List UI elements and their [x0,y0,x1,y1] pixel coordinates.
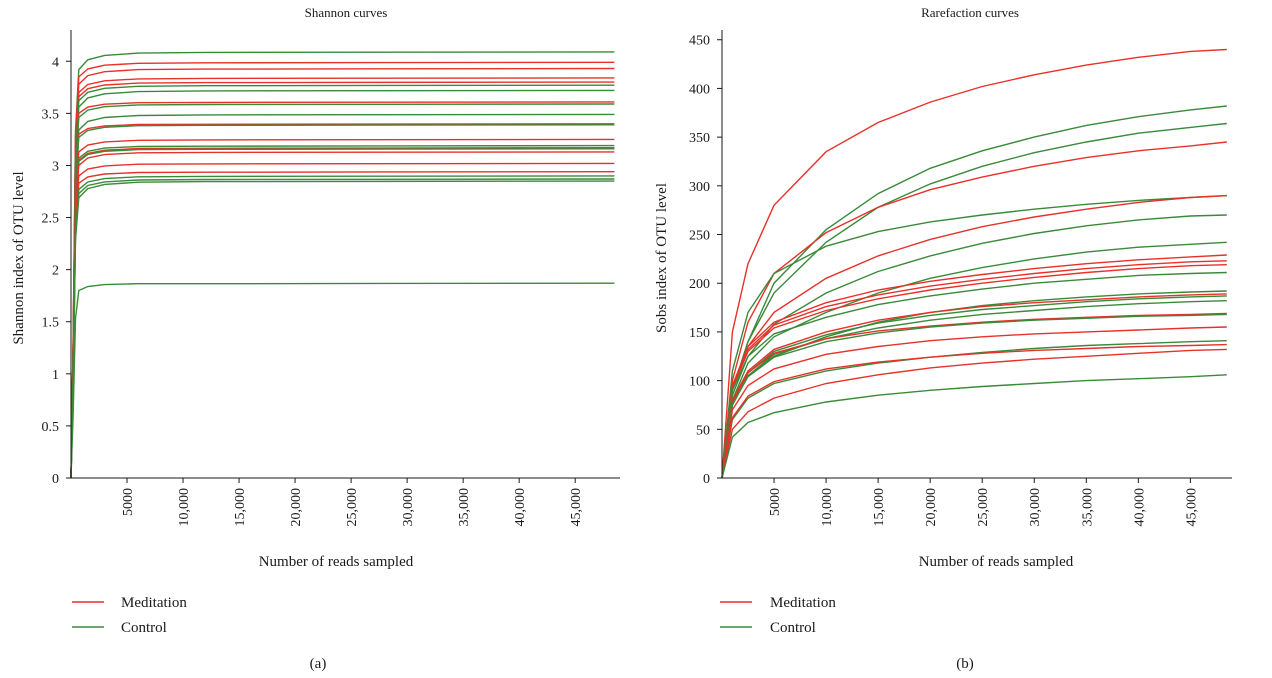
series-line-control [70,144,615,479]
y-tick-label: 3.5 [42,107,60,122]
y-tick-label: 300 [689,180,710,195]
series-line-meditation [70,162,615,479]
x-tick-label: 40,000 [513,488,528,527]
y-tick-label: 0.5 [42,420,60,435]
panel-label: (b) [956,656,974,672]
y-tick-label: 450 [689,34,710,49]
series-line-meditation [721,141,1227,479]
series-line-meditation [70,138,615,479]
x-tick-label: 40,000 [1132,488,1147,527]
series-line-control [70,175,615,479]
x-tick-label: 15,000 [233,488,248,527]
legend-label-meditation: Meditation [121,595,187,611]
y-axis-title: Sobs index of OTU level [654,183,670,333]
series-line-control [70,180,615,479]
series-line-control [721,271,1227,479]
y-tick-label: 1.5 [42,316,60,331]
y-tick-label: 350 [689,131,710,146]
y-tick-label: 1 [52,368,59,383]
series-line-control [721,290,1227,479]
y-tick-label: 2.5 [42,212,60,227]
x-tick-label: 20,000 [924,488,939,527]
y-tick-label: 150 [689,326,710,341]
y-tick-label: 2 [52,264,59,279]
series-line-meditation [70,151,615,479]
series-line-meditation [721,343,1227,479]
series-line-control [721,313,1227,479]
x-tick-label: 10,000 [820,488,835,527]
y-axis-title: Shannon index of OTU level [11,171,27,344]
x-tick-label: 35,000 [1080,488,1095,527]
chart-title: Shannon curves [305,5,388,20]
legend: Meditation Control [720,595,836,636]
series-line-meditation [721,260,1227,479]
series-line-meditation [70,67,615,479]
series-line-control [721,300,1227,479]
series-line-control [70,148,615,479]
series-line-meditation [70,77,615,479]
axes-group: 0 0.5 1 1.5 2 2.5 3 3.5 4 5000 10,000 15,000 20,000 2… [42,30,620,527]
series-line-meditation [721,48,1227,479]
y-tick-label: 0 [52,472,59,487]
series-line-control [721,374,1227,479]
legend: Meditation Control [72,595,187,636]
series-line-meditation [721,293,1227,479]
series-line-control [70,282,615,479]
series-line-control [70,178,615,479]
series-line-control [70,84,615,479]
legend-label-meditation: Meditation [770,595,836,611]
series-line-meditation [721,254,1227,479]
rarefaction-panel: Rarefaction curves 0 50 100 150 200 250 300 350… [654,5,1232,672]
shannon-panel: Shannon curves 0 0.5 1 1.5 2 2.5 3 3.5 4 5000 10,0… [11,5,620,672]
series-line-control [721,105,1227,479]
x-tick-label: 30,000 [401,488,416,527]
y-tick-label: 0 [703,472,710,487]
series-line-meditation [70,101,615,479]
series-line-meditation [70,147,615,479]
y-tick-label: 50 [696,423,710,438]
series-line-control [721,340,1227,479]
series-line-meditation [70,171,615,479]
series-line-control [70,103,615,479]
x-tick-label: 35,000 [457,488,472,527]
series-line-control [721,194,1227,479]
curves-group [70,51,615,479]
y-tick-label: 250 [689,229,710,244]
x-tick-label: 45,000 [1184,488,1199,527]
x-axis-title: Number of reads sampled [259,554,414,570]
x-tick-label: 5000 [121,488,136,516]
legend-label-control: Control [121,620,167,636]
panel-label: (a) [310,656,327,672]
legend-label-control: Control [770,620,816,636]
series-line-meditation [721,312,1227,479]
x-tick-label: 15,000 [872,488,887,527]
y-tick-label: 4 [52,55,59,70]
series-line-meditation [70,81,615,479]
y-tick-label: 400 [689,82,710,97]
series-line-meditation [721,348,1227,479]
x-axis-title: Number of reads sampled [919,554,1074,570]
y-tick-label: 3 [52,159,59,174]
x-tick-label: 10,000 [177,488,192,527]
x-tick-label: 25,000 [345,488,360,527]
series-line-meditation [721,326,1227,479]
x-tick-label: 20,000 [289,488,304,527]
x-tick-label: 30,000 [1028,488,1043,527]
series-line-control [70,113,615,479]
curves-group [721,48,1227,479]
series-line-control [70,124,615,479]
axes-group: 0 50 100 150 200 250 300 350 400 450 5000 10,000 15,… [689,30,1232,527]
chart-title: Rarefaction curves [921,5,1019,20]
x-tick-label: 5000 [768,488,783,516]
series-line-meditation [721,264,1227,479]
x-tick-label: 45,000 [569,488,584,527]
series-line-control [721,122,1227,479]
x-tick-label: 25,000 [976,488,991,527]
y-tick-label: 200 [689,277,710,292]
series-line-control [721,241,1227,479]
y-tick-label: 100 [689,375,710,390]
